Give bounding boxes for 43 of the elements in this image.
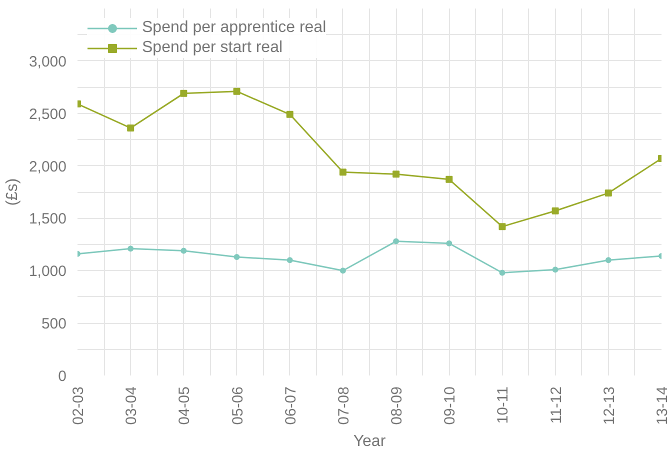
point <box>552 266 558 273</box>
point <box>286 257 293 264</box>
point <box>286 110 294 118</box>
y-tick-label: 2,000 <box>28 158 67 176</box>
x-tick-label: 09-10 <box>442 386 459 425</box>
point <box>339 168 346 176</box>
legend-label: Spend per start real <box>142 39 283 57</box>
point <box>180 90 188 97</box>
point <box>392 170 400 178</box>
y-tick-label: 1,500 <box>28 210 67 228</box>
x-tick-label: 08-09 <box>388 386 406 425</box>
y-tick-label: 2,500 <box>28 106 67 123</box>
point <box>604 190 612 197</box>
x-tick-label: 02-03 <box>70 386 87 425</box>
x-axis-title: Year <box>353 432 386 450</box>
point <box>340 268 346 274</box>
x-tick-label: 07-08 <box>335 386 352 425</box>
point <box>128 246 134 252</box>
legend-label: Spend per apprentice real <box>142 19 326 37</box>
x-tick-label: 05-06 <box>229 386 246 425</box>
point <box>393 238 400 244</box>
point <box>446 240 452 246</box>
y-tick-label: 3,000 <box>28 53 67 70</box>
x-tick-label: 13-14 <box>654 386 671 425</box>
x-tick-label: 03-04 <box>123 386 140 425</box>
x-tick-label: 11-12 <box>548 386 565 424</box>
y-tick-label: 0 <box>58 368 66 385</box>
y-tick-label: 500 <box>41 316 67 333</box>
point <box>233 88 240 95</box>
point <box>498 223 506 230</box>
x-tick-label: 06-07 <box>282 386 300 425</box>
x-tick-label: 10-11 <box>494 386 512 424</box>
y-axis-title: (£s) <box>4 178 21 206</box>
point <box>446 176 453 183</box>
x-tick-label: 04-05 <box>176 386 194 425</box>
point <box>552 207 559 214</box>
point <box>180 248 187 254</box>
point <box>234 254 240 260</box>
y-tick-label: 1,000 <box>28 263 67 280</box>
point <box>605 257 612 264</box>
point <box>127 124 134 132</box>
x-tick-label: 12-13 <box>600 386 618 425</box>
point <box>499 270 506 276</box>
